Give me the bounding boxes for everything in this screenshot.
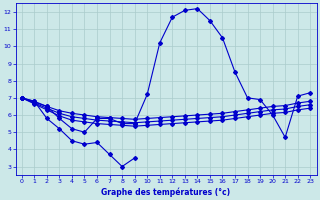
X-axis label: Graphe des températures (°c): Graphe des températures (°c) xyxy=(101,187,231,197)
